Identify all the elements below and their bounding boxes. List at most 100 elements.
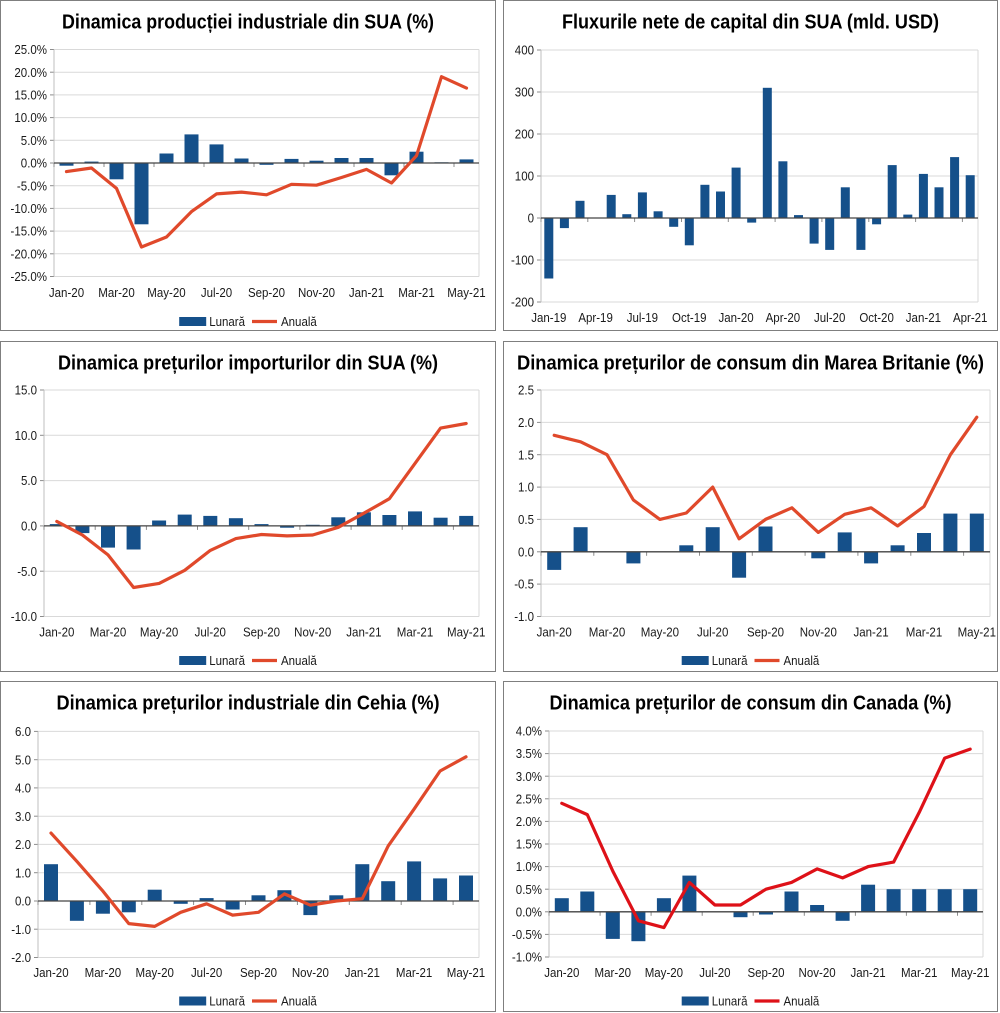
svg-text:2.0: 2.0 <box>15 837 31 852</box>
svg-text:Jan-20: Jan-20 <box>39 625 74 640</box>
svg-text:Mar-21: Mar-21 <box>398 285 435 300</box>
svg-text:Nov-20: Nov-20 <box>294 625 331 640</box>
svg-text:2.5: 2.5 <box>518 383 534 398</box>
svg-text:-0.5%: -0.5% <box>512 927 542 942</box>
svg-text:May-21: May-21 <box>447 965 485 980</box>
svg-text:0.0%: 0.0% <box>21 156 48 171</box>
svg-text:Lunară: Lunară <box>209 653 245 668</box>
svg-text:-1.0%: -1.0% <box>512 950 542 965</box>
svg-text:10.0%: 10.0% <box>14 110 47 125</box>
svg-text:Jan-21: Jan-21 <box>854 625 889 640</box>
svg-text:Jan-21: Jan-21 <box>346 625 381 640</box>
svg-text:Lunară: Lunară <box>209 314 245 329</box>
svg-text:0.0: 0.0 <box>15 894 31 909</box>
svg-text:0.0%: 0.0% <box>516 904 543 919</box>
svg-text:15.0%: 15.0% <box>14 88 47 103</box>
svg-text:Anuală: Anuală <box>281 994 317 1009</box>
svg-text:1.5%: 1.5% <box>516 837 543 852</box>
svg-text:-5.0: -5.0 <box>17 564 37 579</box>
svg-text:300: 300 <box>515 85 534 100</box>
svg-text:1.5: 1.5 <box>518 447 534 462</box>
svg-text:2.0: 2.0 <box>518 415 534 430</box>
svg-text:May-20: May-20 <box>641 625 679 640</box>
svg-text:0.0: 0.0 <box>21 519 37 534</box>
svg-text:25.0%: 25.0% <box>14 42 47 57</box>
svg-text:3.5%: 3.5% <box>516 746 543 761</box>
svg-text:Sep-20: Sep-20 <box>747 965 784 980</box>
svg-text:Oct-19: Oct-19 <box>672 310 707 325</box>
svg-text:-0.5: -0.5 <box>514 577 534 592</box>
svg-text:Jul-20: Jul-20 <box>195 625 226 640</box>
svg-text:5.0: 5.0 <box>15 752 31 767</box>
svg-text:May-20: May-20 <box>136 965 174 980</box>
svg-text:Jan-20: Jan-20 <box>544 965 579 980</box>
svg-text:Dinamica prețurilor industrial: Dinamica prețurilor industriale din Cehi… <box>57 693 440 715</box>
svg-text:Sep-20: Sep-20 <box>240 965 277 980</box>
svg-text:Jul-20: Jul-20 <box>201 285 232 300</box>
svg-text:Nov-20: Nov-20 <box>799 965 836 980</box>
svg-text:Fluxurile nete de capital din: Fluxurile nete de capital din SUA (mld. … <box>562 12 939 34</box>
svg-text:-25.0%: -25.0% <box>11 269 48 284</box>
svg-text:Apr-19: Apr-19 <box>578 310 613 325</box>
svg-text:Jan-20: Jan-20 <box>33 965 68 980</box>
svg-text:Lunară: Lunară <box>209 994 245 1009</box>
svg-text:May-21: May-21 <box>447 625 485 640</box>
svg-text:Anuală: Anuală <box>281 653 317 668</box>
svg-text:Anuală: Anuală <box>784 994 820 1009</box>
svg-text:2.0%: 2.0% <box>516 814 543 829</box>
svg-text:Nov-20: Nov-20 <box>800 625 837 640</box>
svg-text:4.0: 4.0 <box>15 781 31 796</box>
svg-text:Jul-20: Jul-20 <box>191 965 222 980</box>
svg-text:Jul-20: Jul-20 <box>814 310 845 325</box>
svg-text:1.0: 1.0 <box>15 865 31 880</box>
svg-text:Jan-20: Jan-20 <box>49 285 84 300</box>
svg-text:200: 200 <box>515 127 534 142</box>
svg-text:20.0%: 20.0% <box>14 65 47 80</box>
svg-text:1.0%: 1.0% <box>516 859 543 874</box>
svg-text:Mar-20: Mar-20 <box>90 625 127 640</box>
svg-text:Lunară: Lunară <box>712 653 748 668</box>
svg-text:0.0: 0.0 <box>518 544 534 559</box>
svg-text:-1.0: -1.0 <box>11 922 31 937</box>
svg-text:1.0: 1.0 <box>518 480 534 495</box>
svg-text:-10.0%: -10.0% <box>11 201 48 216</box>
svg-text:Jan-19: Jan-19 <box>531 310 566 325</box>
svg-text:Mar-20: Mar-20 <box>595 965 632 980</box>
svg-text:Jul-20: Jul-20 <box>699 965 730 980</box>
svg-text:-200: -200 <box>511 295 534 310</box>
svg-text:Mar-20: Mar-20 <box>589 625 626 640</box>
svg-text:Mar-21: Mar-21 <box>396 965 433 980</box>
svg-text:-2.0: -2.0 <box>11 950 31 965</box>
svg-text:-10.0: -10.0 <box>11 609 37 624</box>
svg-text:-15.0%: -15.0% <box>11 224 48 239</box>
svg-text:May-20: May-20 <box>645 965 683 980</box>
svg-text:-5.0%: -5.0% <box>17 178 47 193</box>
svg-text:Dinamica producției industrial: Dinamica producției industriale din SUA … <box>62 12 434 34</box>
svg-text:Oct-20: Oct-20 <box>859 310 894 325</box>
svg-text:Mar-20: Mar-20 <box>98 285 135 300</box>
svg-text:Dinamica prețurilor de consum: Dinamica prețurilor de consum din Canada… <box>550 693 952 715</box>
svg-text:Jan-20: Jan-20 <box>719 310 754 325</box>
svg-text:5.0: 5.0 <box>21 473 37 488</box>
svg-text:Jul-20: Jul-20 <box>697 625 728 640</box>
svg-text:10.0: 10.0 <box>15 428 37 443</box>
svg-text:Sep-20: Sep-20 <box>747 625 784 640</box>
svg-text:Sep-20: Sep-20 <box>243 625 280 640</box>
svg-text:15.0: 15.0 <box>15 383 37 398</box>
svg-text:0.5%: 0.5% <box>516 882 543 897</box>
svg-text:Sep-20: Sep-20 <box>248 285 285 300</box>
svg-text:Lunară: Lunară <box>712 994 748 1009</box>
svg-text:May-21: May-21 <box>951 965 989 980</box>
svg-text:Mar-21: Mar-21 <box>906 625 943 640</box>
svg-text:-100: -100 <box>511 253 534 268</box>
svg-text:3.0%: 3.0% <box>516 769 543 784</box>
svg-text:0.5: 0.5 <box>518 512 534 527</box>
svg-text:Nov-20: Nov-20 <box>298 285 335 300</box>
svg-text:6.0: 6.0 <box>15 724 31 739</box>
svg-text:0: 0 <box>528 211 534 226</box>
svg-text:Jan-21: Jan-21 <box>906 310 941 325</box>
svg-text:Apr-20: Apr-20 <box>766 310 801 325</box>
svg-text:Jan-20: Jan-20 <box>537 625 572 640</box>
svg-text:May-20: May-20 <box>147 285 185 300</box>
svg-text:4.0%: 4.0% <box>516 724 543 739</box>
